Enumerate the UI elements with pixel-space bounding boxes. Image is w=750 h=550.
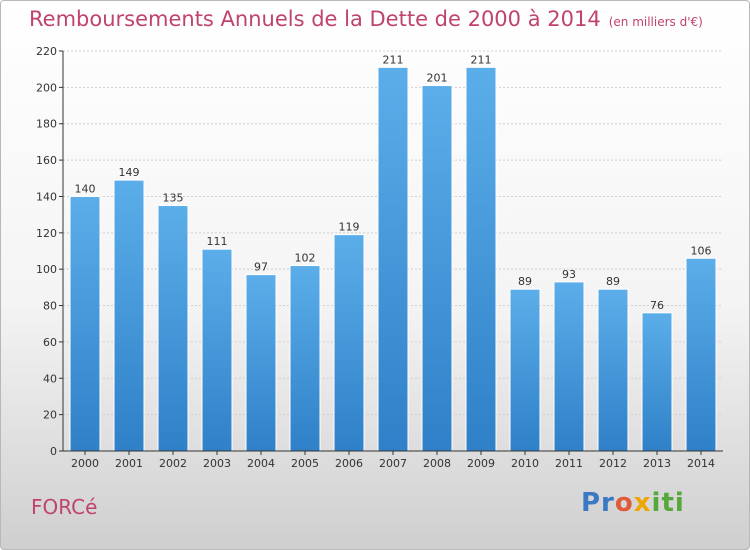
x-tick-label-2001: 2001 [115,457,143,470]
logo-part-4: iti [651,488,685,518]
x-tick-label-2003: 2003 [203,457,231,470]
y-tick-label-5: 100 [36,263,57,276]
y-tick-label-0: 0 [50,445,57,458]
y-tick-label-10: 200 [36,81,57,94]
x-tick-label-2011: 2011 [555,457,583,470]
value-label-2001: 149 [119,166,140,179]
x-tick-label-2014: 2014 [687,457,715,470]
value-label-2010: 89 [518,275,532,288]
axes: 0 20 40 60 80 100 120 140 160 180 200 220 2000 2001 20… [36,45,723,470]
x-tick-label-2002: 2002 [159,457,187,470]
value-label-2012: 89 [606,275,620,288]
x-tick-label-2012: 2012 [599,457,627,470]
bar-2000 [69,195,101,452]
title-text: Remboursements Annuels de la Dette de 20… [29,7,601,31]
bar-2002 [157,205,189,452]
unit-label: (en milliers d'€) [608,15,703,29]
x-tick-label-2006: 2006 [335,457,363,470]
y-tick-label-9: 180 [36,118,57,131]
x-tick-label-2008: 2008 [423,457,451,470]
value-label-2006: 119 [339,221,360,234]
value-label-2011: 93 [562,268,576,281]
value-label-2003: 111 [207,235,228,248]
value-label-2014: 106 [691,244,712,257]
bar-2011 [553,281,585,452]
value-label-2013: 76 [650,299,664,312]
bar-2012 [597,288,629,452]
y-tick-label-3: 60 [43,336,57,349]
y-tick-label-11: 220 [36,45,57,58]
chart-title: Remboursements Annuels de la Dette de 20… [29,7,703,31]
value-label-2005: 102 [295,252,316,265]
bar-2005 [289,265,321,452]
bar-2010 [509,288,541,452]
x-tick-label-2005: 2005 [291,457,319,470]
value-label-2000: 140 [75,182,96,195]
place-name: FORCé [31,495,98,519]
y-tick-label-6: 120 [36,227,57,240]
logo-part-2: o [614,488,634,518]
x-tick-label-2004: 2004 [247,457,275,470]
value-label-2008: 201 [427,72,448,85]
value-labels: 140 149 135 111 97 102 119 211 201 211 89 93 89 76 106 [75,53,712,311]
proxiti-logo[interactable]: Proxiti [581,488,685,518]
x-tick-label-2007: 2007 [379,457,407,470]
bar-2003 [201,248,233,452]
logo-part-1: Pr [581,488,615,518]
x-tick-label-2013: 2013 [643,457,671,470]
x-tick-label-2000: 2000 [71,457,99,470]
logo-part-3: x [633,488,652,518]
y-tick-label-4: 80 [43,300,57,313]
bar-2009 [465,66,497,452]
y-tick-label-1: 20 [43,409,57,422]
bar-2008 [421,85,453,452]
value-label-2002: 135 [163,192,184,205]
bar-2014 [685,257,717,452]
x-tick-label-2010: 2010 [511,457,539,470]
bar-2001 [113,179,145,452]
value-label-2007: 211 [383,53,404,66]
value-label-2004: 97 [254,261,268,274]
y-tick-label-2: 40 [43,372,57,385]
value-label-2009: 211 [471,53,492,66]
bar-2013 [641,312,673,452]
bar-2006 [333,234,365,452]
y-tick-label-7: 140 [36,190,57,203]
y-tick-label-8: 160 [36,154,57,167]
bars [69,66,717,452]
bar-2004 [245,274,277,452]
bar-2007 [377,66,409,452]
x-tick-label-2009: 2009 [467,457,495,470]
